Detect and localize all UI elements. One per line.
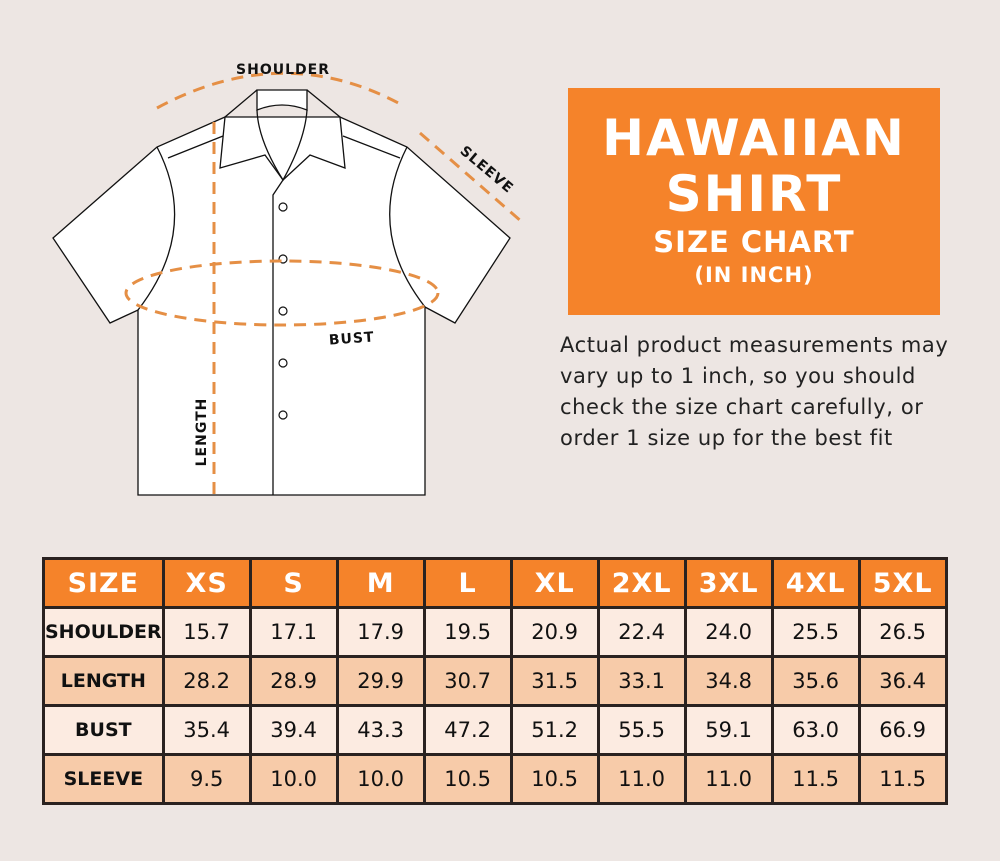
table-cell: 28.2 — [161, 655, 252, 707]
header-2xl: 2XL — [596, 557, 687, 609]
table-row: LENGTH 28.2 28.9 29.9 30.7 31.5 33.1 34.8 35.6 36… — [42, 655, 948, 707]
table-cell: 51.2 — [509, 704, 600, 756]
table-cell: 22.4 — [596, 606, 687, 658]
size-table: SIZE XS S M L XL 2XL 3XL 4XL 5XL SHOULDER 15.7 17.1… — [42, 557, 948, 805]
table-cell: 10.0 — [335, 753, 426, 805]
title-line-1: HAWAIIAN — [602, 109, 906, 167]
header-size: SIZE — [42, 557, 165, 609]
table-cell: 28.9 — [248, 655, 339, 707]
table-cell: 11.0 — [683, 753, 774, 805]
table-cell: 55.5 — [596, 704, 687, 756]
table-cell: 36.4 — [857, 655, 948, 707]
table-cell: 20.9 — [509, 606, 600, 658]
subtitle: SIZE CHART — [653, 225, 855, 259]
sleeve-label: SLEEVE — [457, 143, 517, 197]
table-cell: 34.8 — [683, 655, 774, 707]
header-5xl: 5XL — [857, 557, 948, 609]
table-cell: 11.0 — [596, 753, 687, 805]
shirt-outline — [52, 89, 511, 496]
shoulder-label: SHOULDER — [236, 62, 330, 78]
table-cell: 26.5 — [857, 606, 948, 658]
header-l: L — [422, 557, 513, 609]
bust-label: BUST — [328, 329, 375, 348]
table-cell: 17.1 — [248, 606, 339, 658]
bust-line — [124, 259, 440, 327]
table-cell: 25.5 — [770, 606, 861, 658]
header-m: M — [335, 557, 426, 609]
table-row: SHOULDER 15.7 17.1 17.9 19.5 20.9 22.4 24.0 25.5… — [42, 606, 948, 658]
table-cell: 47.2 — [422, 704, 513, 756]
header-3xl: 3XL — [683, 557, 774, 609]
table-cell: 66.9 — [857, 704, 948, 756]
table-cell: 39.4 — [248, 704, 339, 756]
description: Actual product measurements may vary up … — [560, 333, 949, 450]
header-s: S — [248, 557, 339, 609]
row-label: SLEEVE — [42, 753, 165, 805]
table-cell: 35.4 — [161, 704, 252, 756]
row-label: SHOULDER — [42, 606, 165, 658]
shoulder-line — [156, 71, 403, 110]
table-cell: 10.5 — [509, 753, 600, 805]
table-cell: 9.5 — [161, 753, 252, 805]
table-cell: 17.9 — [335, 606, 426, 658]
table-row: SLEEVE 9.5 10.0 10.0 10.5 10.5 11.0 11.0 11.5 11.… — [42, 753, 948, 805]
header-xs: XS — [161, 557, 252, 609]
table-cell: 43.3 — [335, 704, 426, 756]
table-cell: 30.7 — [422, 655, 513, 707]
header-xl: XL — [509, 557, 600, 609]
sleeve-line — [419, 131, 523, 224]
unit-note: (IN INCH) — [694, 263, 814, 287]
title-box: HAWAIIAN SHIRT SIZE CHART (IN INCH) — [568, 88, 940, 315]
shirt-diagram: SHOULDER SLEEVE BUST LENGTH — [52, 62, 523, 496]
length-label: LENGTH — [194, 398, 210, 467]
row-label: LENGTH — [42, 655, 165, 707]
table-cell: 11.5 — [857, 753, 948, 805]
table-cell: 15.7 — [161, 606, 252, 658]
table-cell: 10.0 — [248, 753, 339, 805]
title-line-2: SHIRT — [665, 165, 843, 223]
table-cell: 63.0 — [770, 704, 861, 756]
table-row: BUST 35.4 39.4 43.3 47.2 51.2 55.5 59.1 63.0 66.9 — [42, 704, 948, 756]
table-cell: 35.6 — [770, 655, 861, 707]
row-label: BUST — [42, 704, 165, 756]
table-cell: 31.5 — [509, 655, 600, 707]
measure-lines — [124, 71, 523, 495]
header-4xl: 4XL — [770, 557, 861, 609]
table-cell: 11.5 — [770, 753, 861, 805]
table-cell: 29.9 — [335, 655, 426, 707]
table-cell: 33.1 — [596, 655, 687, 707]
table-cell: 19.5 — [422, 606, 513, 658]
table-cell: 10.5 — [422, 753, 513, 805]
table-header-row: SIZE XS S M L XL 2XL 3XL 4XL 5XL — [42, 557, 948, 609]
table-cell: 24.0 — [683, 606, 774, 658]
table-cell: 59.1 — [683, 704, 774, 756]
